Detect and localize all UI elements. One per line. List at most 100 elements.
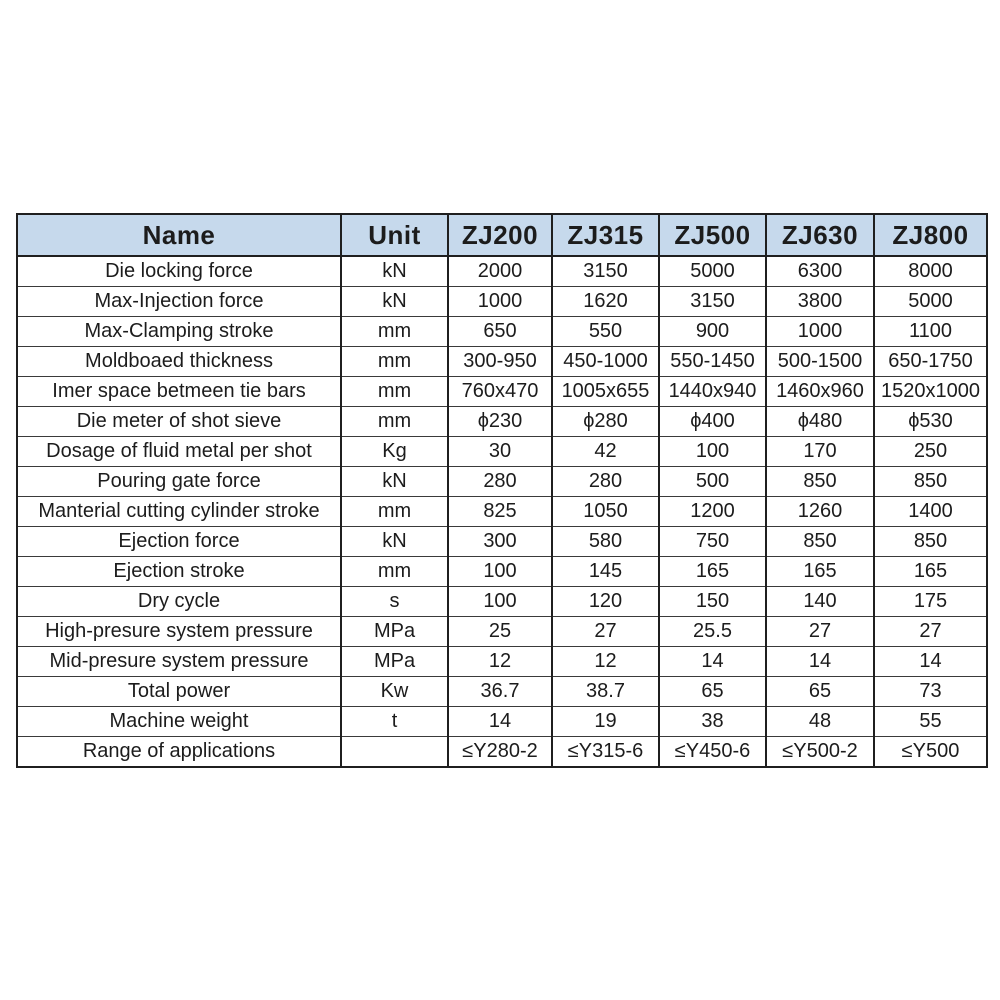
value-cell: 3150 <box>551 255 660 287</box>
value-cell: 12 <box>551 646 660 677</box>
header-row: Name Unit ZJ200 ZJ315 ZJ500 ZJ630 ZJ800 <box>16 214 988 257</box>
value-cell: ϕ530 <box>873 406 988 437</box>
value-cell: ϕ230 <box>447 406 553 437</box>
value-cell: 300 <box>447 526 553 557</box>
value-cell: 175 <box>873 586 988 617</box>
row-name-cell: Dry cycle <box>16 586 342 617</box>
row-name-cell: Die locking force <box>16 255 342 287</box>
value-cell: 1520x1000 <box>873 376 988 407</box>
row-name-cell: Pouring gate force <box>16 466 342 497</box>
value-cell: ≤Y450-6 <box>658 736 767 768</box>
value-cell: 300-950 <box>447 346 553 377</box>
row-name-cell: Mid-presure system pressure <box>16 646 342 677</box>
row-name-cell: Die meter of shot sieve <box>16 406 342 437</box>
table-row: Machine weight t 14 19 38 48 55 <box>16 706 988 737</box>
value-cell: 165 <box>765 556 875 587</box>
value-cell: 1000 <box>447 286 553 317</box>
column-header-zj630: ZJ630 <box>765 214 875 257</box>
value-cell: 1100 <box>873 316 988 347</box>
unit-cell: MPa <box>340 646 449 677</box>
value-cell: 14 <box>447 706 553 737</box>
value-cell: ϕ400 <box>658 406 767 437</box>
row-name-cell: Max-Injection force <box>16 286 342 317</box>
value-cell: 1005x655 <box>551 376 660 407</box>
value-cell: 550-1450 <box>658 346 767 377</box>
value-cell: 3800 <box>765 286 875 317</box>
value-cell: 100 <box>447 586 553 617</box>
value-cell: 27 <box>551 616 660 647</box>
row-name-cell: High-presure system pressure <box>16 616 342 647</box>
unit-cell: MPa <box>340 616 449 647</box>
value-cell: 450-1000 <box>551 346 660 377</box>
table-row: Imer space betmeen tie bars mm 760x470 1005… <box>16 376 988 407</box>
row-name-cell: Manterial cutting cylinder stroke <box>16 496 342 527</box>
value-cell: 27 <box>765 616 875 647</box>
value-cell: 1440x940 <box>658 376 767 407</box>
column-header-zj200: ZJ200 <box>447 214 553 257</box>
value-cell: ϕ480 <box>765 406 875 437</box>
value-cell: 48 <box>765 706 875 737</box>
table-row: Dosage of fluid metal per shot Kg 30 42 100 1… <box>16 436 988 467</box>
value-cell: 6300 <box>765 255 875 287</box>
value-cell: 250 <box>873 436 988 467</box>
value-cell: 900 <box>658 316 767 347</box>
row-name-cell: Moldboaed thickness <box>16 346 342 377</box>
table-row: Moldboaed thickness mm 300-950 450-1000 550-… <box>16 346 988 377</box>
value-cell: 650-1750 <box>873 346 988 377</box>
value-cell: 5000 <box>658 255 767 287</box>
table-row: Die locking force kN 2000 3150 5000 6300 8000 <box>16 255 988 287</box>
value-cell: 825 <box>447 496 553 527</box>
value-cell: 25.5 <box>658 616 767 647</box>
value-cell: 1000 <box>765 316 875 347</box>
value-cell: 165 <box>873 556 988 587</box>
value-cell: 1200 <box>658 496 767 527</box>
unit-cell: kN <box>340 466 449 497</box>
unit-cell: mm <box>340 556 449 587</box>
value-cell: ≤Y315-6 <box>551 736 660 768</box>
value-cell: 30 <box>447 436 553 467</box>
value-cell: 280 <box>551 466 660 497</box>
table-row: Dry cycle s 100 120 150 140 175 <box>16 586 988 617</box>
unit-cell: mm <box>340 316 449 347</box>
value-cell: 850 <box>873 466 988 497</box>
value-cell: 650 <box>447 316 553 347</box>
value-cell: 140 <box>765 586 875 617</box>
value-cell: 14 <box>658 646 767 677</box>
value-cell: 14 <box>765 646 875 677</box>
row-name-cell: Max-Clamping stroke <box>16 316 342 347</box>
value-cell: 760x470 <box>447 376 553 407</box>
table-row: Die meter of shot sieve mm ϕ230 ϕ280 ϕ400 ϕ48… <box>16 406 988 437</box>
value-cell: 850 <box>765 526 875 557</box>
value-cell: ϕ280 <box>551 406 660 437</box>
value-cell: 150 <box>658 586 767 617</box>
value-cell: 27 <box>873 616 988 647</box>
value-cell: 500-1500 <box>765 346 875 377</box>
value-cell: 38.7 <box>551 676 660 707</box>
unit-cell: kN <box>340 526 449 557</box>
value-cell: 1260 <box>765 496 875 527</box>
table-row: High-presure system pressure MPa 25 27 25.5 2… <box>16 616 988 647</box>
table-row: Ejection stroke mm 100 145 165 165 165 <box>16 556 988 587</box>
value-cell: 165 <box>658 556 767 587</box>
value-cell: 100 <box>658 436 767 467</box>
table-row: Mid-presure system pressure MPa 12 12 14 14 14 <box>16 646 988 677</box>
row-name-cell: Total power <box>16 676 342 707</box>
value-cell: 1460x960 <box>765 376 875 407</box>
value-cell: 73 <box>873 676 988 707</box>
row-name-cell: Dosage of fluid metal per shot <box>16 436 342 467</box>
value-cell: 100 <box>447 556 553 587</box>
value-cell: 580 <box>551 526 660 557</box>
value-cell: ≤Y280-2 <box>447 736 553 768</box>
column-header-zj315: ZJ315 <box>551 214 660 257</box>
machine-spec-table: Name Unit ZJ200 ZJ315 ZJ500 ZJ630 ZJ800 Die lo… <box>16 213 988 768</box>
unit-cell: Kg <box>340 436 449 467</box>
value-cell: ≤Y500 <box>873 736 988 768</box>
value-cell: 850 <box>873 526 988 557</box>
unit-cell <box>340 736 449 768</box>
value-cell: 12 <box>447 646 553 677</box>
column-header-zj500: ZJ500 <box>658 214 767 257</box>
unit-cell: kN <box>340 255 449 287</box>
unit-cell: Kw <box>340 676 449 707</box>
value-cell: 2000 <box>447 255 553 287</box>
table-row: Pouring gate force kN 280 280 500 850 850 <box>16 466 988 497</box>
